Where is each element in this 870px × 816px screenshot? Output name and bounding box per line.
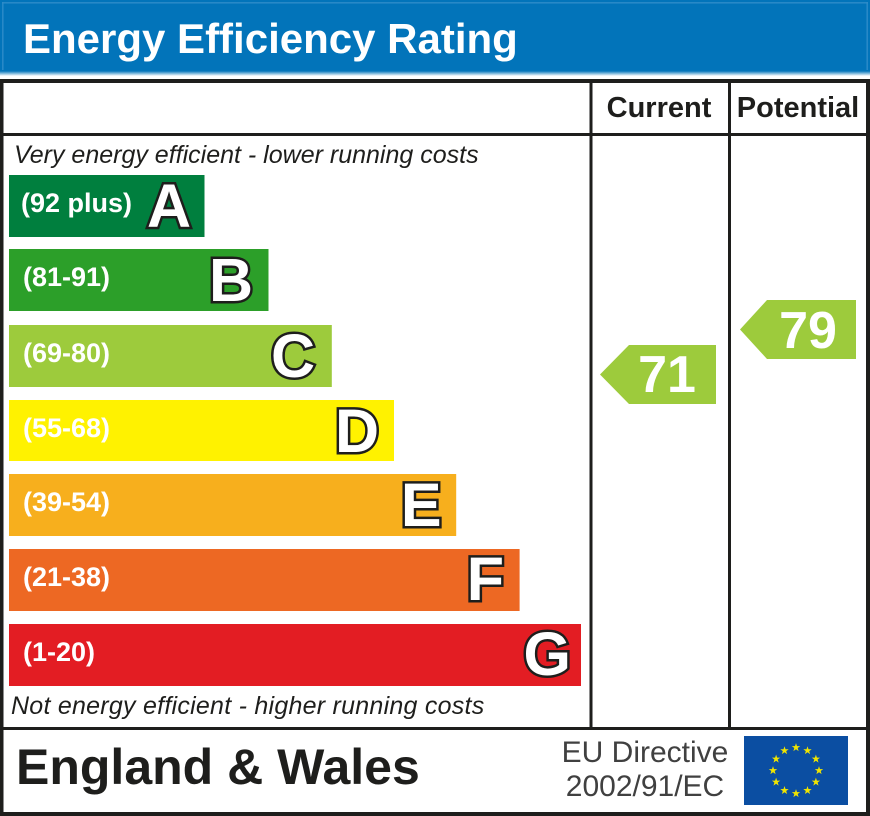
svg-text:(69-80): (69-80) — [23, 338, 110, 368]
svg-text:D: D — [335, 397, 379, 465]
svg-text:C: C — [271, 322, 315, 390]
svg-text:Potential: Potential — [737, 92, 859, 124]
svg-text:(55-68): (55-68) — [23, 413, 110, 443]
svg-text:Energy Efficiency Rating: Energy Efficiency Rating — [23, 15, 518, 62]
svg-text:(81-91): (81-91) — [23, 262, 110, 292]
svg-text:(39-54): (39-54) — [23, 487, 110, 517]
svg-text:Current: Current — [607, 92, 712, 124]
svg-text:E: E — [401, 471, 442, 539]
svg-text:F: F — [467, 545, 504, 613]
svg-text:EU Directive: EU Directive — [562, 736, 729, 769]
svg-text:Very energy efficient - lower: Very energy efficient - lower running co… — [14, 141, 479, 169]
svg-text:G: G — [524, 620, 571, 688]
svg-text:2002/91/EC: 2002/91/EC — [566, 770, 724, 803]
svg-text:71: 71 — [638, 346, 696, 404]
svg-text:(92 plus): (92 plus) — [21, 188, 132, 218]
svg-text:A: A — [147, 172, 191, 240]
svg-text:79: 79 — [779, 302, 837, 360]
svg-text:(1-20): (1-20) — [23, 637, 95, 667]
svg-text:Not energy efficient - higher: Not energy efficient - higher running co… — [11, 692, 485, 720]
svg-text:England & Wales: England & Wales — [16, 739, 420, 795]
svg-text:(21-38): (21-38) — [23, 562, 110, 592]
svg-text:B: B — [209, 246, 253, 314]
